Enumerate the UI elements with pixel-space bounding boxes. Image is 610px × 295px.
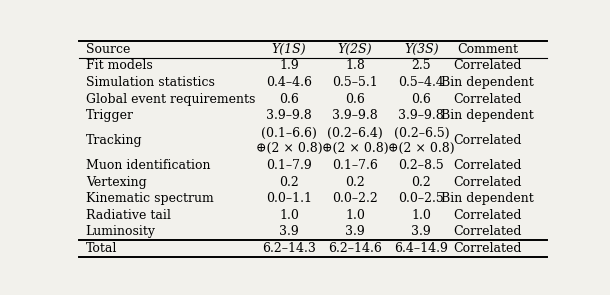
Text: 1.0: 1.0 bbox=[345, 209, 365, 222]
Text: Vertexing: Vertexing bbox=[85, 176, 146, 189]
Text: Υ(3S): Υ(3S) bbox=[404, 43, 439, 56]
Text: Global event requirements: Global event requirements bbox=[85, 93, 255, 106]
Text: Radiative tail: Radiative tail bbox=[85, 209, 171, 222]
Text: Comment: Comment bbox=[457, 43, 518, 56]
Text: 6.2–14.3: 6.2–14.3 bbox=[262, 242, 316, 255]
Text: 0.0–2.2: 0.0–2.2 bbox=[332, 192, 378, 205]
Text: Correlated: Correlated bbox=[453, 209, 522, 222]
Text: 0.5–5.1: 0.5–5.1 bbox=[332, 76, 378, 89]
Text: Fit models: Fit models bbox=[85, 60, 152, 73]
Text: 0.4–4.6: 0.4–4.6 bbox=[266, 76, 312, 89]
Text: 1.0: 1.0 bbox=[411, 209, 431, 222]
Text: 1.9: 1.9 bbox=[279, 60, 299, 73]
Text: Trigger: Trigger bbox=[85, 109, 134, 122]
Text: 0.0–1.1: 0.0–1.1 bbox=[266, 192, 312, 205]
Text: 0.1–7.9: 0.1–7.9 bbox=[266, 159, 312, 172]
Text: 0.1–7.6: 0.1–7.6 bbox=[332, 159, 378, 172]
Text: 2.5: 2.5 bbox=[412, 60, 431, 73]
Text: 1.8: 1.8 bbox=[345, 60, 365, 73]
Text: Υ(1S): Υ(1S) bbox=[271, 43, 306, 56]
Text: Tracking: Tracking bbox=[85, 134, 142, 147]
Text: 0.2: 0.2 bbox=[412, 176, 431, 189]
Text: 0.6: 0.6 bbox=[345, 93, 365, 106]
Text: ⊕(2 × 0.8): ⊕(2 × 0.8) bbox=[322, 142, 389, 155]
Text: 3.9: 3.9 bbox=[279, 225, 299, 238]
Text: (0.2–6.4): (0.2–6.4) bbox=[328, 127, 383, 140]
Text: 0.2: 0.2 bbox=[279, 176, 299, 189]
Text: Kinematic spectrum: Kinematic spectrum bbox=[85, 192, 213, 205]
Text: Muon identification: Muon identification bbox=[85, 159, 210, 172]
Text: Luminosity: Luminosity bbox=[85, 225, 156, 238]
Text: 0.0–2.5: 0.0–2.5 bbox=[398, 192, 444, 205]
Text: 6.2–14.6: 6.2–14.6 bbox=[328, 242, 382, 255]
Text: 1.0: 1.0 bbox=[279, 209, 299, 222]
Text: 0.5–4.4: 0.5–4.4 bbox=[398, 76, 444, 89]
Text: 0.6: 0.6 bbox=[279, 93, 299, 106]
Text: Correlated: Correlated bbox=[453, 60, 522, 73]
Text: Simulation statistics: Simulation statistics bbox=[85, 76, 215, 89]
Text: Correlated: Correlated bbox=[453, 225, 522, 238]
Text: Bin dependent: Bin dependent bbox=[441, 192, 534, 205]
Text: Correlated: Correlated bbox=[453, 159, 522, 172]
Text: (0.1–6.6): (0.1–6.6) bbox=[261, 127, 317, 140]
Text: 3.9: 3.9 bbox=[345, 225, 365, 238]
Text: 6.4–14.9: 6.4–14.9 bbox=[395, 242, 448, 255]
Text: 3.9–9.8: 3.9–9.8 bbox=[332, 109, 378, 122]
Text: ⊕(2 × 0.8): ⊕(2 × 0.8) bbox=[256, 142, 322, 155]
Text: 3.9–9.8: 3.9–9.8 bbox=[266, 109, 312, 122]
Text: Bin dependent: Bin dependent bbox=[441, 76, 534, 89]
Text: Source: Source bbox=[85, 43, 130, 56]
Text: Correlated: Correlated bbox=[453, 242, 522, 255]
Text: 0.6: 0.6 bbox=[411, 93, 431, 106]
Text: Bin dependent: Bin dependent bbox=[441, 109, 534, 122]
Text: 3.9–9.8: 3.9–9.8 bbox=[398, 109, 444, 122]
Text: Total: Total bbox=[85, 242, 117, 255]
Text: (0.2–6.5): (0.2–6.5) bbox=[393, 127, 449, 140]
Text: ⊕(2 × 0.8): ⊕(2 × 0.8) bbox=[388, 142, 454, 155]
Text: Correlated: Correlated bbox=[453, 93, 522, 106]
Text: 0.2: 0.2 bbox=[345, 176, 365, 189]
Text: 0.2–8.5: 0.2–8.5 bbox=[398, 159, 444, 172]
Text: 3.9: 3.9 bbox=[412, 225, 431, 238]
Text: Υ(2S): Υ(2S) bbox=[338, 43, 373, 56]
Text: Correlated: Correlated bbox=[453, 134, 522, 147]
Text: Correlated: Correlated bbox=[453, 176, 522, 189]
